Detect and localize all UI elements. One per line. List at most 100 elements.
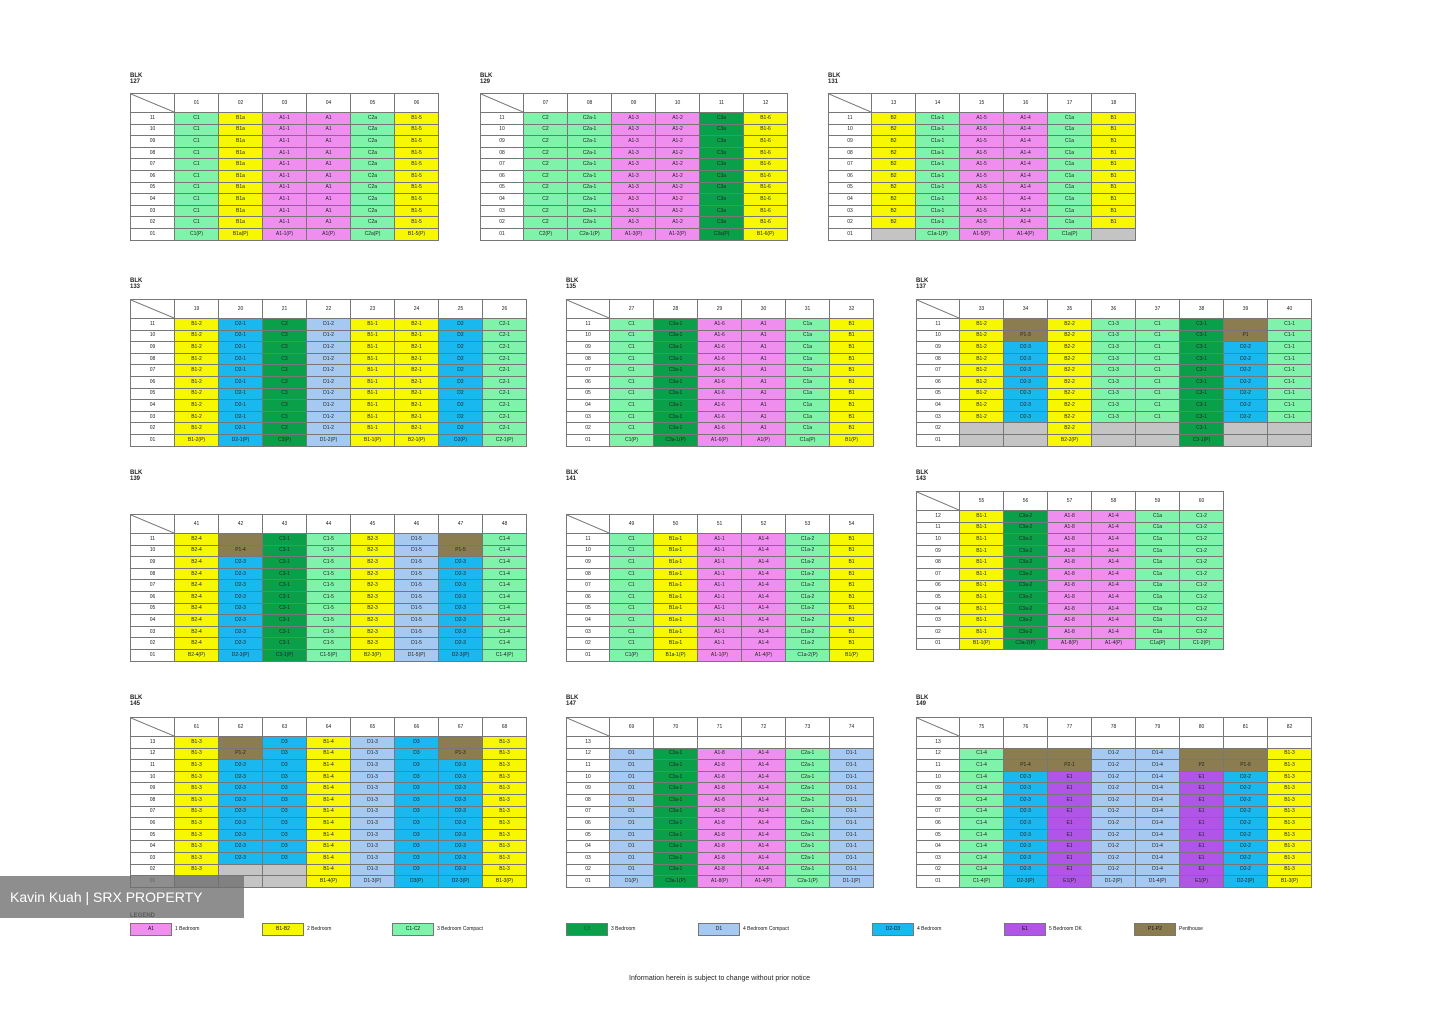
unit-type-cell: D3 — [394, 840, 439, 853]
unit-type-cell: A1 — [741, 410, 786, 424]
unit-type-cell: C1-5 — [306, 567, 351, 581]
unit-type-cell: B2-1(P) — [394, 433, 439, 447]
unit-type-cell: C1a — [1135, 544, 1180, 558]
unit-type-cell: C1-4(P) — [959, 875, 1004, 888]
unit-type-cell: C3-1 — [262, 614, 307, 627]
unit-type-cell: D2-3 — [218, 625, 263, 639]
unit-type-cell — [1223, 433, 1268, 447]
unit-type-cell: C3a — [699, 204, 744, 218]
unit-type-cell — [1091, 736, 1136, 749]
unit-type-cell: D2-3 — [438, 579, 483, 592]
unit-type-cell: C1a — [1135, 602, 1180, 616]
legend-label: 3 Bedroom — [611, 926, 636, 932]
unit-type-cell: B2-2 — [1047, 364, 1092, 377]
unit-type-cell: B1-2 — [174, 375, 219, 389]
floor-row: 04 C1 B1a A1-1 A1 C2a B1-5 — [130, 193, 439, 206]
unit-type-cell: C1-2 — [1179, 510, 1224, 523]
unit-header: 01 — [174, 93, 219, 113]
unit-type-cell: C1 — [609, 579, 654, 592]
floor-row: 01 D1(P) C3a-1(P) A1-8(P) A1-4(P) C2a-1(P) D1-… — [566, 875, 874, 888]
unit-type-cell: A1(P) — [741, 433, 786, 447]
unit-type-cell: C1-4 — [482, 567, 527, 581]
unit-type-cell: A1-3 — [611, 216, 656, 229]
unit-type-cell: B1-4 — [306, 805, 351, 819]
unit-type-cell: B1-1 — [959, 567, 1004, 581]
unit-type-cell: C3a-2 — [1003, 533, 1048, 546]
unit-table: 55 56 57 58 59 60 12 B1-1 C3a-2 A1-8 A1-4 C1a C1-2 11… — [916, 491, 1224, 651]
floor-row: 10 C2 C2a-1 A1-3 A1-2 C3a B1-6 — [480, 123, 788, 137]
unit-type-cell: D1-3 — [350, 747, 395, 761]
floor-label: 02 — [480, 216, 524, 229]
unit-type-cell: D2-3 — [1003, 375, 1048, 389]
unit-type-cell: A1-1 — [697, 637, 742, 650]
floor-row: 06 C1 B1a-1 A1-1 A1-4 C1a-2 B1 — [566, 590, 874, 604]
unit-header: 36 — [1091, 299, 1136, 319]
unit-type-cell: C1 — [1135, 410, 1180, 424]
unit-type-cell: C1 — [174, 216, 219, 229]
unit-type-cell: B2-3 — [350, 579, 395, 592]
unit-type-cell: C3 — [262, 318, 307, 331]
unit-type-cell: P1 — [1223, 329, 1268, 343]
unit-type-cell: B1-3 — [482, 817, 527, 830]
unit-type-cell: D3 — [394, 863, 439, 877]
unit-type-cell: A1-3 — [611, 193, 656, 206]
unit-type-cell: D1-4 — [1135, 863, 1180, 877]
floor-label: 02 — [130, 637, 175, 650]
unit-type-cell: D2-3 — [1003, 828, 1048, 842]
unit-header: 06 — [394, 93, 439, 113]
unit-type-cell: C3a(P) — [699, 227, 744, 241]
unit-type-cell: B1-3(P) — [482, 875, 527, 888]
unit-type-cell: A1-1 — [697, 544, 742, 558]
unit-type-cell: D1-4 — [1135, 782, 1180, 795]
floor-row: 10 C1-4 D2-3 E1 D1-2 D1-4 E1 D2-2 B1-3 — [916, 770, 1312, 784]
unit-type-cell: D1-3 — [350, 828, 395, 842]
floor-label: 05 — [916, 591, 960, 604]
unit-type-cell: A1-1 — [697, 625, 742, 639]
unit-type-cell: D3 — [262, 817, 307, 830]
floor-row: 01 C1(P) C3a-1(P) A1-6(P) A1(P) C1a(P) B1(P) — [566, 433, 874, 447]
floor-row: 06 C1 C3a-1 A1-6 A1 C1a B1 — [566, 375, 874, 389]
unit-type-cell: D3 — [262, 840, 307, 853]
unit-type-cell: A1-1 — [697, 614, 742, 627]
unit-type-cell: A1-6 — [697, 410, 742, 424]
floor-row: 07 C1 B1a-1 A1-1 A1-4 C1a-2 B1 — [566, 579, 874, 592]
legend-item: P1-P2 Penthouse — [1134, 922, 1203, 936]
unit-type-cell: A1 — [741, 387, 786, 401]
unit-type-cell: B1-1 — [959, 591, 1004, 604]
unit-type-cell: A1-4 — [741, 793, 786, 807]
floor-label: 07 — [566, 805, 610, 819]
floor-row: 09 C2 C2a-1 A1-3 A1-2 C3a B1-6 — [480, 135, 788, 148]
unit-type-cell: D2-3 — [438, 637, 483, 650]
unit-type-cell: D2-3 — [438, 590, 483, 604]
floor-label: 07 — [566, 579, 610, 592]
unit-header: 82 — [1267, 717, 1312, 737]
unit-type-cell: B1 — [829, 602, 874, 616]
unit-type-cell: B2-4 — [174, 579, 219, 592]
unit-type-cell: A1-2 — [655, 193, 700, 206]
floor-label: 07 — [828, 158, 872, 171]
unit-type-cell: B1a — [218, 193, 263, 206]
unit-header: 44 — [306, 514, 351, 534]
unit-type-cell: D1-5 — [394, 625, 439, 639]
unit-header: 55 — [959, 491, 1004, 511]
unit-type-cell: A1-8 — [1047, 614, 1092, 627]
unit-header: 59 — [1135, 491, 1180, 511]
unit-type-cell: A1-1(P) — [262, 227, 307, 241]
unit-type-cell: E1 — [1047, 793, 1092, 807]
unit-type-cell: D2-1 — [218, 341, 263, 354]
unit-table: 75 76 77 78 79 80 81 82 13 12 C1-4 D1-2 D1-4 B1-3 11 C1… — [916, 717, 1312, 888]
unit-type-cell: A1 — [306, 112, 351, 125]
unit-type-cell: D2-3(P) — [1003, 875, 1048, 888]
unit-header: 26 — [482, 299, 527, 319]
unit-type-cell: A1-8 — [1047, 544, 1092, 558]
unit-type-cell: B1-4 — [306, 770, 351, 784]
unit-type-cell: D2-2 — [1223, 828, 1268, 842]
unit-type-cell: D3 — [394, 736, 439, 749]
unit-type-cell: D2-3 — [218, 567, 263, 581]
unit-type-cell: B1-5(P) — [394, 227, 439, 241]
legend-swatch: E1 — [1004, 922, 1046, 936]
legend-item: D2-D3 4 Bedroom — [872, 922, 941, 936]
unit-type-cell: B2-2 — [1047, 341, 1092, 354]
unit-type-cell: D2-2 — [1223, 399, 1268, 412]
unit-type-cell: C3(P) — [262, 433, 307, 447]
